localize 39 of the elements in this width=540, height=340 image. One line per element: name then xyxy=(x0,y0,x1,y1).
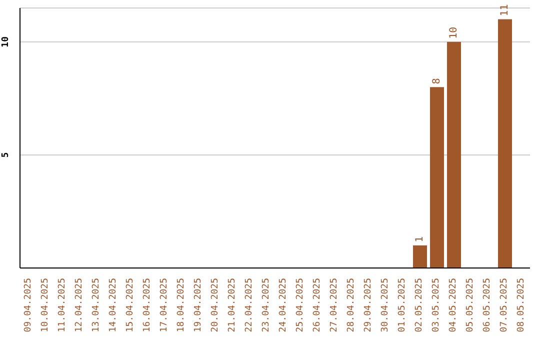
x-tick-label: 29.04.2025 xyxy=(364,278,374,332)
data-label: 11 xyxy=(500,4,510,16)
x-tick-label: 14.04.2025 xyxy=(108,278,118,332)
x-tick-label: 13.04.2025 xyxy=(92,278,102,332)
x-tick-label: 04.05.2025 xyxy=(448,278,458,332)
x-tick-label: 23.04.2025 xyxy=(262,278,272,332)
x-tick-label: 27.04.2025 xyxy=(330,278,340,332)
x-tick-label: 01.05.2025 xyxy=(398,278,408,332)
bar xyxy=(413,245,427,268)
x-tick-label: 08.05.2025 xyxy=(516,278,526,332)
x-tick-label: 15.04.2025 xyxy=(126,278,136,332)
x-tick-label: 11.04.2025 xyxy=(58,278,68,332)
x-tick-label: 30.04.2025 xyxy=(380,278,390,332)
x-tick-label: 20.04.2025 xyxy=(210,278,220,332)
y-tick-label: 5 xyxy=(1,152,11,158)
bar xyxy=(447,42,461,268)
x-tick-label: 25.04.2025 xyxy=(296,278,306,332)
x-tick-label: 22.04.2025 xyxy=(244,278,254,332)
x-tick-label: 26.04.2025 xyxy=(312,278,322,332)
x-tick-label: 02.05.2025 xyxy=(414,278,424,332)
x-tick-label: 28.04.2025 xyxy=(346,278,356,332)
x-tick-label: 18.04.2025 xyxy=(176,278,186,332)
x-tick-label: 07.05.2025 xyxy=(500,278,510,332)
x-tick-label: 24.04.2025 xyxy=(278,278,288,332)
x-tick-label: 05.05.2025 xyxy=(466,278,476,332)
x-tick-label: 10.04.2025 xyxy=(40,278,50,332)
data-label: 10 xyxy=(448,26,460,39)
x-tick-label: 16.04.2025 xyxy=(142,278,152,332)
x-tick-label: 21.04.2025 xyxy=(228,278,238,332)
x-tick-label: 12.04.2025 xyxy=(74,278,84,332)
x-tick-label: 19.04.2025 xyxy=(194,278,204,332)
x-tick-label: 09.04.2025 xyxy=(24,278,34,332)
x-tick-label: 17.04.2025 xyxy=(160,278,170,332)
x-tick-label: 03.05.2025 xyxy=(432,278,442,332)
data-label: 8 xyxy=(432,78,442,84)
data-label: 1 xyxy=(414,236,426,242)
bar xyxy=(498,19,512,268)
x-tick-label: 06.05.2025 xyxy=(482,278,492,332)
bar xyxy=(430,87,444,268)
